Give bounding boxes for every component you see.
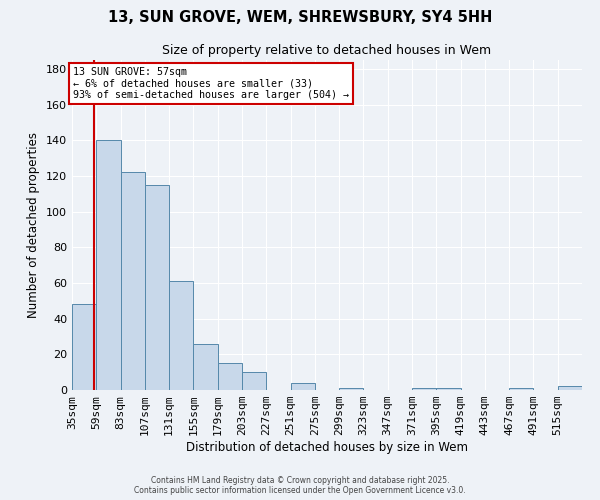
Bar: [339, 388, 364, 390]
Text: Contains HM Land Registry data © Crown copyright and database right 2025.
Contai: Contains HM Land Registry data © Crown c…: [134, 476, 466, 495]
Text: 13 SUN GROVE: 57sqm
← 6% of detached houses are smaller (33)
93% of semi-detache: 13 SUN GROVE: 57sqm ← 6% of detached hou…: [73, 67, 349, 100]
Text: 13, SUN GROVE, WEM, SHREWSBURY, SY4 5HH: 13, SUN GROVE, WEM, SHREWSBURY, SY4 5HH: [108, 10, 492, 25]
Y-axis label: Number of detached properties: Number of detached properties: [28, 132, 40, 318]
Bar: [121, 172, 145, 390]
Bar: [193, 344, 218, 390]
Title: Size of property relative to detached houses in Wem: Size of property relative to detached ho…: [163, 44, 491, 58]
Bar: [290, 383, 315, 390]
Bar: [436, 388, 461, 390]
Bar: [218, 363, 242, 390]
X-axis label: Distribution of detached houses by size in Wem: Distribution of detached houses by size …: [186, 441, 468, 454]
Bar: [412, 388, 436, 390]
Bar: [509, 388, 533, 390]
Bar: [169, 281, 193, 390]
Bar: [145, 185, 169, 390]
Bar: [242, 372, 266, 390]
Bar: [96, 140, 121, 390]
Bar: [558, 386, 582, 390]
Bar: [72, 304, 96, 390]
